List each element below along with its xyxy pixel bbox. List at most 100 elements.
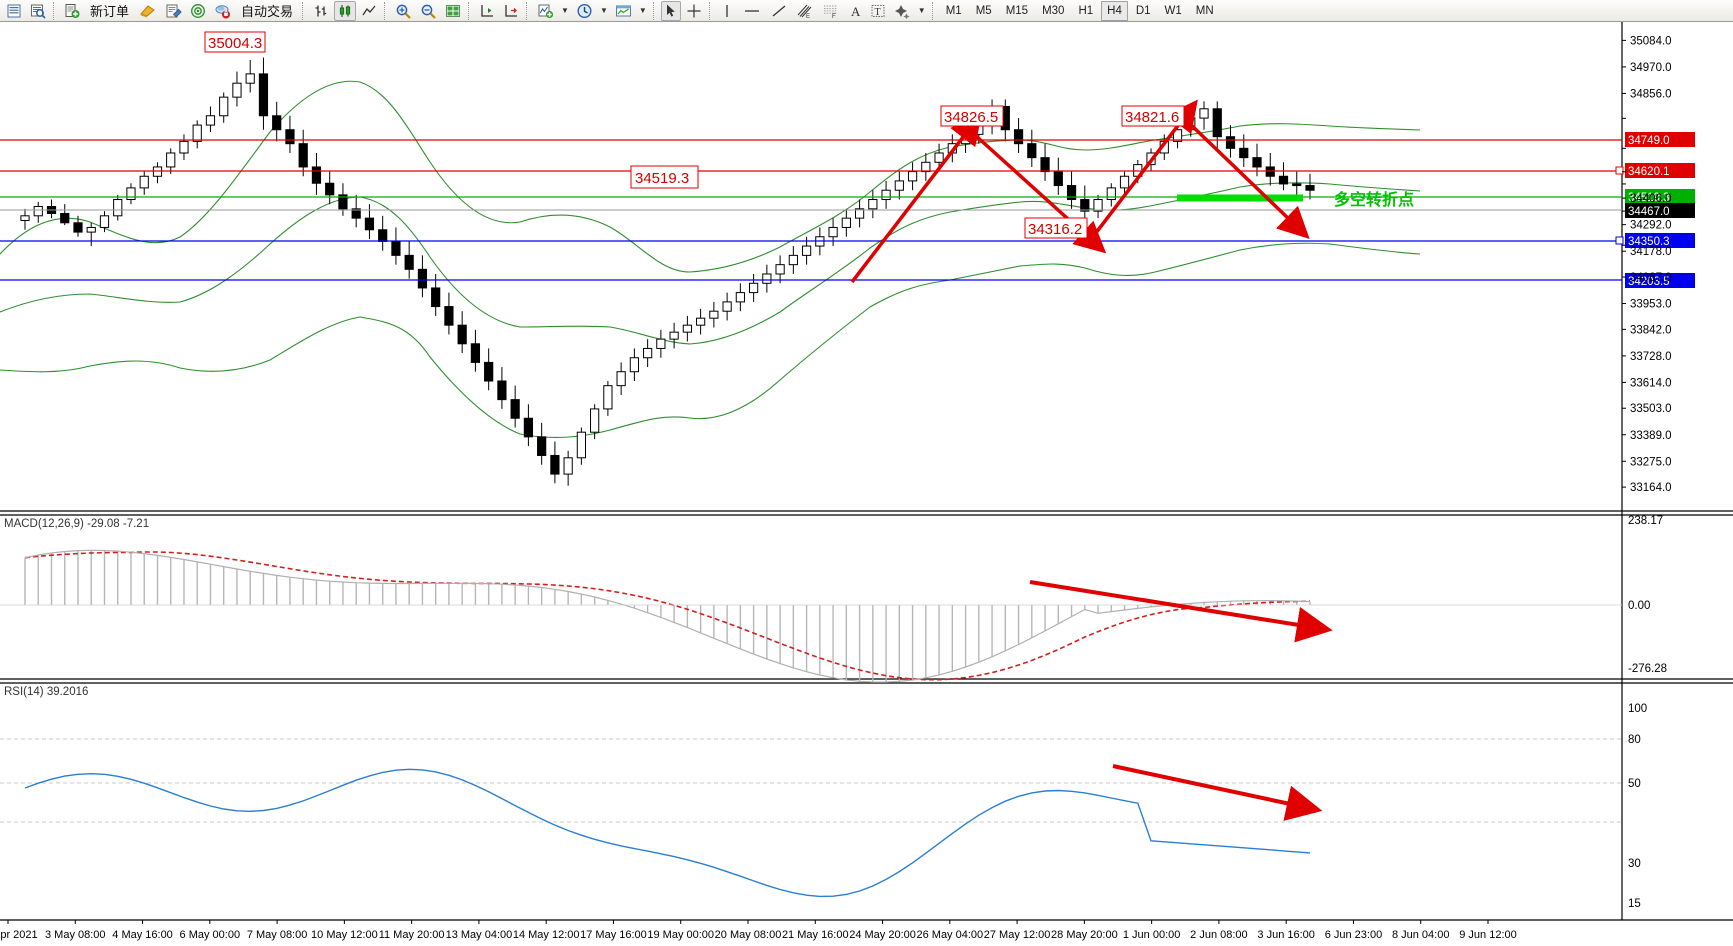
timeframe-m5[interactable]: M5	[975, 4, 992, 17]
candle-body	[205, 115, 216, 126]
vertical-line-icon[interactable]	[717, 1, 737, 21]
timeframe-d1[interactable]: D1	[1135, 4, 1151, 17]
candle-body	[20, 215, 30, 221]
time-axis-tick-label: 13 May 04:00	[446, 929, 513, 941]
equidistant-channel-icon[interactable]: E	[793, 1, 817, 21]
price-axis-tick-label: 33953.0	[1630, 299, 1672, 311]
chart-shift-icon[interactable]	[500, 1, 522, 21]
time-axis-tick-label: 20 May 08:00	[715, 929, 782, 941]
candlestick-chart-icon[interactable]	[334, 0, 357, 21]
candle-body	[113, 199, 123, 217]
price-tag-34350: 34350.3	[1628, 236, 1670, 248]
candle-body	[232, 82, 242, 98]
candle-body	[470, 343, 481, 363]
up-leg-1-arrow	[850, 112, 982, 284]
candle-body	[1239, 147, 1249, 159]
cursor-arrow-icon[interactable]	[660, 0, 681, 21]
toolbar-separator-4	[468, 1, 472, 20]
terminal-icon[interactable]	[3, 1, 25, 21]
timeframe-mn[interactable]: MN	[1195, 4, 1214, 17]
candle-body	[258, 73, 269, 117]
candle-body	[166, 152, 176, 168]
shapes-dropdown-caret[interactable]: ▼	[917, 6, 926, 15]
price-axis-tick-label: 33614.0	[1630, 377, 1672, 389]
price-tag-34203: 34203.5	[1628, 276, 1670, 288]
autotrading-button[interactable]: 自动交易	[241, 4, 294, 19]
templates-dropdown-caret[interactable]: ▼	[638, 6, 647, 15]
timeframe-m30[interactable]: M30	[1042, 4, 1065, 17]
templates-icon[interactable]	[612, 1, 635, 21]
candle-body	[1119, 175, 1130, 189]
candle-body	[841, 217, 851, 228]
time-axis-tick-label: 7 May 08:00	[247, 929, 308, 941]
price-tag-34519: 34519.3	[1628, 192, 1670, 204]
zoom-in-icon[interactable]	[392, 1, 415, 21]
candle-body	[788, 254, 798, 266]
annotation-box-34821	[1121, 105, 1185, 127]
crosshair-icon[interactable]	[683, 1, 705, 21]
candle-body	[33, 206, 43, 217]
rsi-line	[24, 768, 1311, 898]
new-order-icon[interactable]	[61, 1, 83, 21]
time-axis-tick-label: 14 May 12:00	[513, 929, 580, 941]
toolbar-separator-2	[302, 1, 306, 20]
annotation-34826: 34826.5	[944, 109, 998, 126]
timeframe-m15[interactable]: M15	[1005, 4, 1029, 17]
period-dropdown-caret[interactable]: ▼	[599, 6, 608, 15]
time-axis-tick-label: 4 May 16:00	[112, 929, 173, 941]
time-axis-tick-label: 21 May 16:00	[782, 929, 849, 941]
timeframe-h1[interactable]: H1	[1078, 4, 1094, 17]
svg-text:A: A	[851, 4, 861, 19]
level-handle-34620[interactable]	[1615, 166, 1624, 175]
autotrading-icon[interactable]	[211, 1, 234, 21]
navigator-icon[interactable]	[187, 1, 209, 21]
timeframe-m1[interactable]: M1	[945, 4, 962, 17]
candle-body	[152, 166, 163, 177]
chart-canvas[interactable]: 34749.0 34620.1 34519.3 34467.0 34350.3 …	[0, 22, 1733, 946]
tag-bg-34203	[1625, 273, 1695, 288]
price-axis-tick-label: 34178.0	[1630, 246, 1672, 258]
svg-text:T: T	[874, 7, 880, 18]
candle-body	[656, 338, 666, 349]
price-axis-tick-label: 33728.0	[1630, 351, 1672, 363]
bar-chart-icon[interactable]	[310, 1, 332, 21]
tile-windows-icon[interactable]	[442, 1, 464, 21]
tag-bg-34467	[1625, 203, 1695, 218]
macd-histogram	[24, 550, 1311, 683]
macd-label: MACD(12,26,9) -29.08 -7.21	[4, 518, 149, 530]
timeframe-w1[interactable]: W1	[1164, 4, 1182, 17]
fibonacci-retracement-icon[interactable]: F	[819, 1, 843, 21]
metaeditor-icon[interactable]	[136, 1, 160, 21]
svg-text:E: E	[806, 14, 810, 19]
candle-body	[1066, 185, 1077, 201]
time-axis-tick-label: 3 May 08:00	[45, 929, 106, 941]
indicators-add-icon[interactable]	[534, 1, 557, 21]
text-icon[interactable]: A	[845, 1, 865, 21]
macd-tick-max: 238.17	[1628, 515, 1663, 527]
new-order-button[interactable]: 新订单	[90, 4, 130, 19]
zoom-out-icon[interactable]	[417, 1, 440, 21]
line-chart-icon[interactable]	[358, 1, 380, 21]
indicators-dropdown-caret[interactable]: ▼	[561, 6, 569, 15]
timeframe-h4[interactable]: H4	[1101, 0, 1128, 21]
expert-advisors-icon[interactable]	[162, 1, 185, 21]
period-clock-icon[interactable]	[573, 1, 596, 21]
annotation-labels[interactable]: 35004.3 34519.3 34826.5 34821.6 34316.2 …	[204, 31, 1414, 239]
toolbar-separator-3	[384, 1, 388, 20]
macd-down-arrow[interactable]	[1029, 580, 1333, 643]
toolbar-separator-8	[931, 1, 936, 20]
level-handle-34350[interactable]	[1615, 236, 1624, 245]
shapes-icon[interactable]	[891, 1, 914, 21]
price-axis-tick-label: 34406.0	[1630, 193, 1672, 205]
candle-body	[1013, 129, 1024, 145]
data-window-icon[interactable]	[27, 1, 49, 21]
text-label-icon[interactable]: T	[867, 1, 889, 21]
trendline-icon[interactable]	[767, 1, 791, 21]
rsi-down-arrow[interactable]	[1112, 764, 1323, 821]
auto-scroll-icon[interactable]	[476, 1, 498, 21]
time-axis-tick-label: 10 May 12:00	[311, 929, 378, 941]
rsi-tick-30: 30	[1628, 858, 1641, 870]
horizontal-line-icon[interactable]	[739, 1, 765, 21]
candle-body	[1053, 171, 1063, 187]
